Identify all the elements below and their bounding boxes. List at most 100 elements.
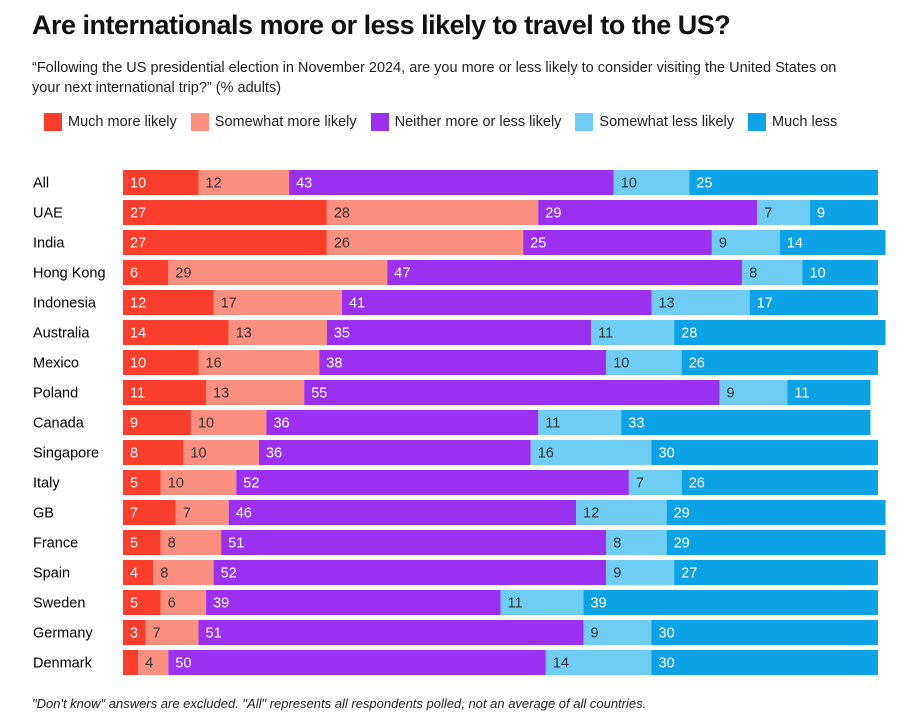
bar-segment bbox=[387, 260, 743, 285]
bar-segment bbox=[123, 170, 199, 195]
bar-segment bbox=[606, 560, 675, 585]
data-label: 11 bbox=[508, 595, 523, 611]
data-label: 4 bbox=[130, 565, 138, 581]
data-label: 4 bbox=[145, 655, 153, 671]
bar-segment bbox=[198, 350, 320, 375]
data-label: 52 bbox=[243, 475, 259, 491]
legend-item: Somewhat more likely bbox=[190, 113, 357, 133]
bar-segment bbox=[228, 500, 576, 525]
data-label: 30 bbox=[659, 655, 675, 671]
bar-segment bbox=[666, 530, 886, 555]
data-label: 41 bbox=[349, 295, 365, 311]
bar-segment bbox=[123, 200, 327, 225]
legend-item: Somewhat less likely bbox=[575, 113, 734, 133]
data-label: 9 bbox=[591, 625, 599, 641]
legend-swatch bbox=[370, 113, 389, 131]
bar-segment bbox=[583, 590, 878, 615]
data-label: 6 bbox=[130, 265, 138, 281]
data-label: 26 bbox=[689, 355, 705, 371]
data-label: 46 bbox=[236, 505, 252, 521]
bar-segment bbox=[123, 410, 191, 435]
legend-swatch bbox=[44, 113, 62, 131]
data-label: 27 bbox=[681, 565, 697, 581]
y-tick-label: Singapore bbox=[33, 445, 99, 461]
bar-segment bbox=[500, 590, 584, 615]
legend: Much more likely Somewhat more likely Neit… bbox=[44, 113, 837, 133]
data-label: 7 bbox=[153, 625, 161, 641]
bar-segment bbox=[545, 650, 652, 675]
y-tick-label: Poland bbox=[33, 385, 78, 401]
bar-segment bbox=[742, 260, 803, 285]
bar-segment bbox=[123, 650, 139, 675]
data-label: 11 bbox=[130, 385, 145, 401]
bar-segment bbox=[711, 230, 780, 255]
bar-segment bbox=[123, 620, 146, 645]
y-tick-label: Germany bbox=[33, 625, 93, 641]
bar-segment bbox=[810, 200, 878, 225]
data-label: 8 bbox=[160, 565, 168, 581]
bar-segment bbox=[651, 290, 750, 315]
data-label: 55 bbox=[311, 385, 327, 401]
data-label: 30 bbox=[659, 625, 675, 641]
bar-segment bbox=[123, 230, 327, 255]
data-label: 28 bbox=[334, 205, 350, 221]
bar-segment bbox=[160, 530, 222, 555]
legend-label: Much less bbox=[772, 114, 838, 130]
bar-segment bbox=[206, 380, 305, 405]
data-label: 17 bbox=[757, 295, 773, 311]
data-label: 5 bbox=[130, 595, 138, 611]
data-label: 12 bbox=[130, 295, 146, 311]
y-tick-label: Denmark bbox=[33, 655, 93, 671]
data-label: 3 bbox=[130, 625, 138, 641]
data-label: 36 bbox=[266, 445, 282, 461]
data-label: 10 bbox=[130, 175, 146, 191]
bar-segment bbox=[289, 170, 614, 195]
data-label: 29 bbox=[674, 505, 690, 521]
bar-segment bbox=[613, 170, 690, 195]
data-label: 28 bbox=[681, 325, 697, 341]
bar-segment bbox=[326, 320, 592, 345]
legend-label: Somewhat less likely bbox=[599, 114, 734, 130]
data-label: 6 bbox=[168, 595, 176, 611]
bar-segment bbox=[802, 260, 878, 285]
bar-segment bbox=[175, 500, 229, 525]
legend-label: Neither more or less likely bbox=[394, 114, 562, 130]
y-tick-label: Indonesia bbox=[33, 295, 97, 311]
data-label: 7 bbox=[636, 475, 644, 491]
data-label: 26 bbox=[334, 235, 350, 251]
bar-segment bbox=[138, 650, 169, 675]
bar-segment bbox=[538, 410, 622, 435]
bar-segment bbox=[258, 440, 531, 465]
bar-segment bbox=[123, 530, 161, 555]
data-label: 38 bbox=[326, 355, 342, 371]
bar-segment bbox=[145, 620, 199, 645]
chart-subtitle: “Following the US presidential election … bbox=[32, 60, 837, 96]
data-label: 10 bbox=[130, 355, 146, 371]
data-label: 29 bbox=[175, 265, 191, 281]
data-label: 16 bbox=[206, 355, 222, 371]
data-label: 14 bbox=[553, 655, 569, 671]
data-label: 8 bbox=[613, 535, 621, 551]
bar-segment bbox=[160, 590, 207, 615]
data-label: 26 bbox=[689, 475, 705, 491]
data-label: 52 bbox=[221, 565, 237, 581]
bar-segment bbox=[651, 620, 878, 645]
data-label: 12 bbox=[583, 505, 599, 521]
data-label: 9 bbox=[719, 235, 727, 251]
bar-segment bbox=[666, 500, 886, 525]
bar-segment bbox=[681, 350, 878, 375]
data-label: 10 bbox=[621, 175, 637, 191]
data-label: 7 bbox=[183, 505, 191, 521]
bar-segment bbox=[674, 320, 886, 345]
data-label: 9 bbox=[726, 385, 734, 401]
bar-segment bbox=[530, 440, 652, 465]
bar-segment bbox=[153, 560, 214, 585]
bar-segment bbox=[319, 350, 607, 375]
data-label: 30 bbox=[659, 445, 675, 461]
bar-segment bbox=[779, 230, 886, 255]
bar-segment bbox=[749, 290, 878, 315]
y-tick-label: Canada bbox=[33, 415, 85, 431]
legend-swatch bbox=[748, 113, 766, 131]
data-label: 27 bbox=[130, 205, 146, 221]
bar-segment bbox=[304, 380, 720, 405]
